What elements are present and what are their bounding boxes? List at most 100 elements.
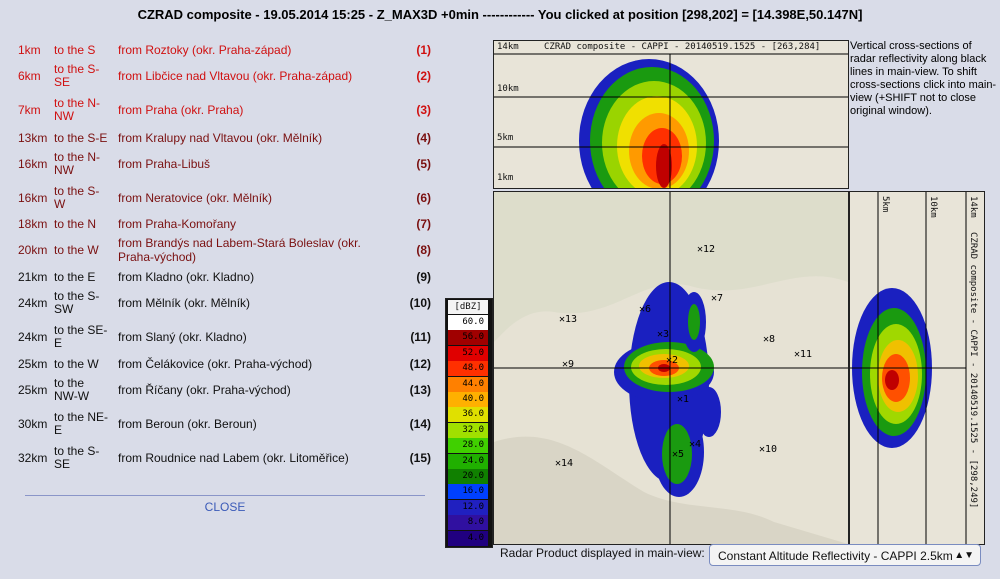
- list-item[interactable]: 25km to the W from Čelákovice (okr. Praha-…: [18, 349, 443, 379]
- city-marker: ✕5: [672, 449, 684, 460]
- list-item-distance: 16km: [18, 191, 48, 205]
- city-marker: ✕6: [639, 304, 651, 315]
- list-item-distance: 13km: [18, 131, 48, 145]
- list-item-index: (11): [410, 330, 431, 344]
- side-cross-section[interactable]: 5km 10km 14km CZRAD composite - CAPPI - …: [849, 191, 985, 545]
- list-item-direction: to the S-SE: [54, 444, 100, 471]
- marker-label: 9: [568, 359, 575, 370]
- list-item[interactable]: 13km to the S-E from Kralupy nad Vltavou (…: [18, 123, 443, 153]
- list-item-place: from Praha-Komořany: [118, 217, 237, 231]
- list-item-direction: to the NE-E: [54, 410, 109, 437]
- x-mark-icon: ✕: [697, 244, 704, 255]
- marker-label: 3: [663, 329, 670, 340]
- product-select[interactable]: Constant Altitude Reflectivity - CAPPI 2…: [709, 544, 981, 566]
- list-item-direction: to the S: [54, 42, 96, 57]
- city-marker: ✕4: [689, 439, 701, 450]
- list-item[interactable]: 24km to the SE-E from Slaný (okr. Kladno) (…: [18, 322, 443, 352]
- x-mark-icon: ✕: [677, 394, 684, 405]
- legend-level: 12.0: [448, 499, 488, 515]
- list-item-direction: to the N: [54, 216, 97, 231]
- close-button[interactable]: CLOSE: [204, 500, 246, 514]
- list-item-place: from Říčany (okr. Praha-východ): [118, 383, 291, 397]
- list-item-place: from Slaný (okr. Kladno): [118, 330, 247, 344]
- list-item-place: from Beroun (okr. Beroun): [118, 417, 257, 431]
- list-item[interactable]: 30km to the NE-E from Beroun (okr. Beroun)…: [18, 409, 443, 439]
- list-item-place: from Roztoky (okr. Praha-západ): [118, 43, 292, 57]
- cross-section-note: Vertical cross-sections of radar reflect…: [850, 40, 997, 117]
- legend-level: 20.0: [448, 469, 488, 484]
- legend-level: 36.0: [448, 407, 488, 423]
- list-item-index: (7): [416, 217, 431, 231]
- list-item-index: (14): [409, 417, 431, 431]
- list-item-place: from Praha (okr. Praha): [118, 103, 244, 117]
- side-panel-title: CZRAD composite - CAPPI - 20140519.1525 …: [968, 232, 978, 509]
- list-item-index: (1): [416, 43, 431, 57]
- x-mark-icon: ✕: [794, 349, 801, 360]
- legend-level: 60.0: [448, 315, 488, 330]
- top-panel-14km-label: 14km: [497, 42, 519, 52]
- list-item[interactable]: 20km to the W from Brandýs nad Labem-Stará…: [18, 235, 443, 265]
- x-mark-icon: ✕: [763, 334, 770, 345]
- city-marker: ✕7: [711, 293, 723, 304]
- list-item[interactable]: 7km to the N-NW from Praha (okr. Praha) (3): [18, 95, 443, 125]
- top-cross-section[interactable]: 14km CZRAD composite - CAPPI - 20140519.…: [493, 40, 849, 223]
- list-item-place: from Neratovice (okr. Mělník): [118, 191, 273, 205]
- list-item-place: from Praha-Libuš: [118, 157, 211, 171]
- list-item[interactable]: 16km to the N-NW from Praha-Libuš (5): [18, 149, 443, 179]
- list-item-distance: 6km: [18, 69, 41, 83]
- marker-label: 13: [565, 314, 578, 325]
- legend-level: 32.0: [448, 422, 488, 438]
- list-item-place: from Libčice nad Vltavou (okr. Praha-záp…: [118, 69, 353, 83]
- product-label: Radar Product displayed in main-view:: [500, 546, 705, 560]
- top-cross-section-image: [494, 41, 848, 223]
- marker-label: 6: [645, 304, 652, 315]
- list-item[interactable]: 24km to the S-SW from Mělník (okr. Mělník)…: [18, 288, 443, 318]
- list-item-direction: to the W: [54, 242, 99, 257]
- divider: [25, 495, 425, 496]
- list-item-index: (15): [409, 451, 431, 465]
- legend-level: 24.0: [448, 453, 488, 469]
- side-cross-section-image: [850, 192, 984, 544]
- side-panel-5km-label: 5km: [880, 196, 890, 213]
- list-item[interactable]: 25km to the NW-W from Říčany (okr. Praha-v…: [18, 375, 443, 405]
- legend-level: 56.0: [448, 330, 488, 346]
- x-mark-icon: ✕: [639, 304, 646, 315]
- list-item-place: from Kralupy nad Vltavou (okr. Mělník): [118, 131, 323, 145]
- side-panel-14km-label: 14km: [968, 196, 978, 218]
- list-item-distance: 32km: [18, 451, 48, 465]
- list-item[interactable]: 1km to the S from Roztoky (okr. Praha-zápa…: [18, 35, 443, 65]
- list-item-index: (9): [416, 270, 431, 284]
- city-marker: ✕9: [562, 359, 574, 370]
- list-item[interactable]: 16km to the S-W from Neratovice (okr. Měln…: [18, 183, 443, 213]
- list-item-place: from Čelákovice (okr. Praha-východ): [118, 357, 313, 371]
- x-mark-icon: ✕: [672, 449, 679, 460]
- list-item-index: (12): [409, 357, 431, 371]
- list-item-place: from Roudnice nad Labem (okr. Litoměřice…: [118, 451, 349, 465]
- chevron-updown-icon: ▲▼: [954, 550, 974, 561]
- list-item[interactable]: 6km to the S-SE from Libčice nad Vltavou (…: [18, 61, 443, 91]
- main-radar-map[interactable]: ✕12 ✕7 ✕13 ✕6 ✕3 ✕8 ✕11 ✕9 ✕2 ✕1 ✕4 ✕5 ✕10 ✕14: [493, 191, 849, 545]
- marker-label: 4: [695, 439, 702, 450]
- list-item-direction: to the N-NW: [54, 96, 101, 123]
- legend-unit: [dBZ]: [448, 300, 488, 314]
- list-item-index: (5): [416, 157, 431, 171]
- x-mark-icon: ✕: [666, 355, 673, 366]
- legend-level: 28.0: [448, 438, 488, 454]
- marker-label: 1: [683, 394, 690, 405]
- legend-level: 48.0: [448, 361, 488, 377]
- list-item-distance: 24km: [18, 296, 48, 310]
- top-panel-title: CZRAD composite - CAPPI - 20140519.1525 …: [544, 42, 821, 52]
- city-marker: ✕8: [763, 334, 775, 345]
- list-item-direction: to the S-E: [54, 130, 108, 145]
- list-item[interactable]: 32km to the S-SE from Roudnice nad Labem (…: [18, 443, 443, 473]
- list-item-distance: 24km: [18, 330, 48, 344]
- city-marker: ✕13: [559, 314, 577, 325]
- list-item-index: (13): [409, 383, 431, 397]
- list-item[interactable]: 18km to the N from Praha-Komořany (7): [18, 209, 443, 239]
- list-item-direction: to the W: [54, 356, 99, 371]
- list-item[interactable]: 21km to the E from Kladno (okr. Kladno) (9): [18, 262, 443, 292]
- list-item-direction: to the S-SW: [54, 289, 100, 316]
- list-item-place: from Brandýs nad Labem-Stará Boleslav (o…: [118, 236, 361, 264]
- list-item-distance: 18km: [18, 217, 48, 231]
- list-item-distance: 20km: [18, 243, 48, 257]
